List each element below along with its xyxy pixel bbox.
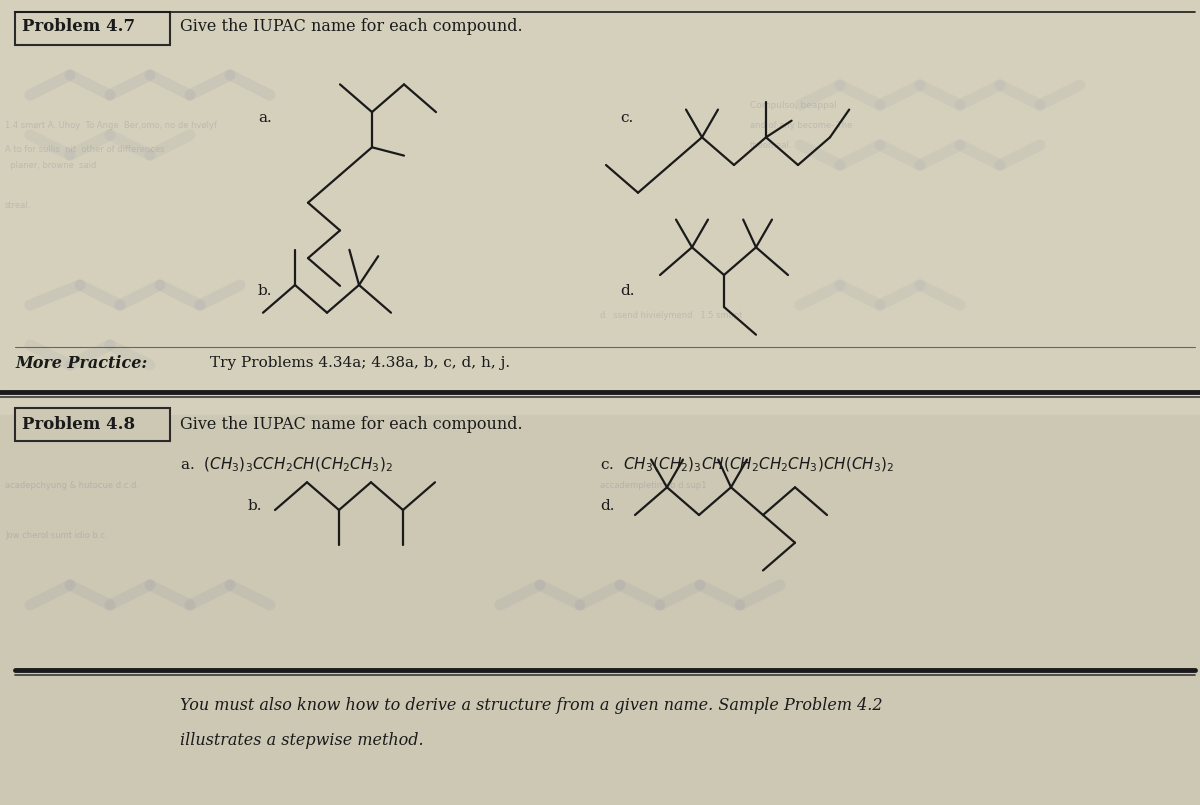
Text: accadempletimob d.sup1: accadempletimob d.sup1 [600, 481, 707, 489]
Text: b.: b. [248, 499, 263, 513]
Text: Problem 4.7: Problem 4.7 [22, 19, 136, 35]
Text: theomeal.: theomeal. [750, 141, 792, 150]
Text: d.: d. [620, 284, 635, 298]
Bar [14, 408, 170, 441]
Text: Give the IUPAC name for each compound.: Give the IUPAC name for each compound. [180, 19, 523, 35]
Text: Problem 4.8: Problem 4.8 [22, 415, 136, 432]
Text: Try Problems 4.34a; 4.38a, b, c, d, h, j.: Try Problems 4.34a; 4.38a, b, c, d, h, j… [210, 356, 510, 370]
Text: d.: d. [600, 499, 614, 513]
Bar [0, 415, 1200, 805]
Text: Compulso, beappal: Compulso, beappal [750, 101, 836, 109]
Text: d.  ssend hivielymend   1.5 smøpt: d. ssend hivielymend 1.5 smøpt [600, 311, 743, 320]
Text: 1.4 smørt A. Uhoy  To Ange  Ber,omo, no de hvølyf: 1.4 smørt A. Uhoy To Ange Ber,omo, no de… [5, 121, 217, 130]
Bar [14, 12, 170, 45]
Text: illustrates a stepwise method.: illustrates a stepwise method. [180, 732, 424, 749]
Text: streal.: streal. [5, 200, 31, 209]
Text: c.: c. [620, 111, 634, 125]
Text: a.  $(CH_3)_3CCH_2CH(CH_2CH_3)_2$: a. $(CH_3)_3CCH_2CH(CH_2CH_3)_2$ [180, 456, 392, 474]
Text: Give the IUPAC name for each compound.: Give the IUPAC name for each compound. [180, 415, 523, 432]
Text: Jow cherol sumt idio b.c.: Jow cherol sumt idio b.c. [5, 530, 108, 539]
Text: a.: a. [258, 111, 271, 125]
Text: and of any become- The: and of any become- The [750, 121, 852, 130]
Text: c.  $CH_3(CH_2)_3CH(CH_2CH_2CH_3)CH(CH_3)_2$: c. $CH_3(CH_2)_3CH(CH_2CH_2CH_3)CH(CH_3)… [600, 456, 894, 474]
Text: b.: b. [258, 284, 272, 298]
Text: acadepchyung & hutocue d.c.d.: acadepchyung & hutocue d.c.d. [5, 481, 139, 489]
Text: A to for sullis  nit  other of differences: A to for sullis nit other of differences [5, 146, 164, 155]
Text: More Practice:: More Practice: [14, 354, 148, 371]
Text: You must also know how to derive a structure from a given name. Sample Problem 4: You must also know how to derive a struc… [180, 696, 882, 713]
Bar [0, 0, 1200, 415]
Text: planer, browne  said: planer, browne said [5, 160, 96, 170]
